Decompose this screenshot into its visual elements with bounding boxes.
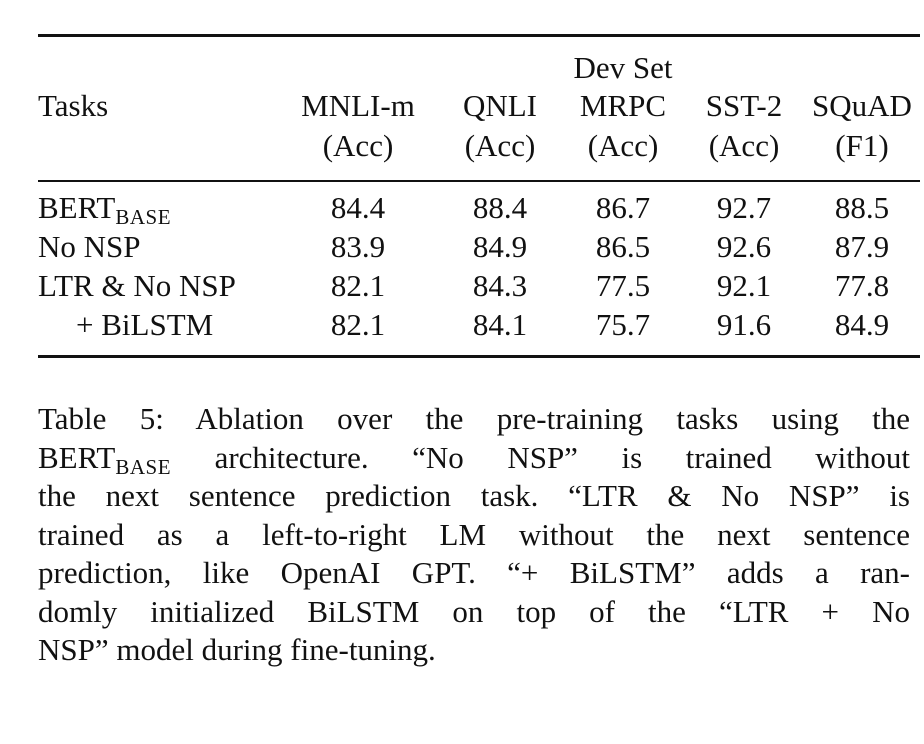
caption-text: BERT <box>38 439 116 475</box>
column-header-name: SQuAD <box>812 88 912 123</box>
column-header-metric: (Acc) <box>708 128 780 163</box>
row-task-label: LTR & No NSP <box>38 268 236 303</box>
row-task-label: + BiLSTM <box>76 307 214 342</box>
table-cell: 84.4 <box>330 190 386 225</box>
table-cell: 77.5 <box>595 268 651 303</box>
table-cell: 88.4 <box>472 190 528 225</box>
caption-line: the next sentence prediction task. “LTR … <box>38 478 910 513</box>
caption-line: domly initialized BiLSTM on top of the “… <box>38 593 910 629</box>
table-caption: Table 5: Ablation over the pre-training … <box>38 400 910 670</box>
row-task-subscript: BASE <box>115 205 172 229</box>
table-header-rule <box>38 180 920 182</box>
caption-line: NSP” model during fine-tuning. <box>38 632 436 667</box>
table-cell: 86.5 <box>595 229 651 264</box>
table-cell: 82.1 <box>330 307 386 342</box>
table-cell: 75.7 <box>595 307 651 342</box>
caption-line: Table 5: Ablation over the pre-training … <box>38 401 910 436</box>
table-cell: 84.1 <box>472 307 528 342</box>
caption-line: trained as a left-to-right LM without th… <box>38 516 910 552</box>
column-header-name: MNLI-m <box>301 88 415 123</box>
table-cell: 92.7 <box>716 190 772 225</box>
table-cell: 88.5 <box>834 190 890 225</box>
column-header-name: MRPC <box>579 88 667 123</box>
column-header-metric: (F1) <box>835 128 889 163</box>
column-header-metric: (Acc) <box>464 128 536 163</box>
caption-line: prediction, like OpenAI GPT. “+ BiLSTM” … <box>38 555 910 590</box>
column-header-metric: (Acc) <box>322 128 394 163</box>
table-cell: 92.6 <box>716 229 772 264</box>
column-header-metric: (Acc) <box>587 128 659 163</box>
caption-subscript: BASE <box>115 454 172 479</box>
table-cell: 83.9 <box>330 229 386 264</box>
table-cell: 82.1 <box>330 268 386 303</box>
table-cell: 84.9 <box>834 307 890 342</box>
table-cell: 92.1 <box>716 268 772 303</box>
caption-text: architecture. “No NSP” is trained withou… <box>171 439 910 475</box>
caption-line: BERTBASE architecture. “No NSP” is train… <box>38 439 910 479</box>
row-task-text: BERT <box>38 190 116 225</box>
table-top-rule <box>38 34 920 37</box>
table-cell: 86.7 <box>595 190 651 225</box>
table-cell: 84.3 <box>472 268 528 303</box>
tasks-header: Tasks <box>38 88 109 123</box>
table-cell: 87.9 <box>834 229 890 264</box>
table-cell: 77.8 <box>834 268 890 303</box>
table-bottom-rule <box>38 355 920 358</box>
column-header-name: QNLI <box>462 88 538 123</box>
row-task-label: BERTBASE <box>38 188 171 231</box>
dev-set-header: Dev Set <box>573 50 673 85</box>
row-task-label: No NSP <box>38 229 141 264</box>
table-cell: 84.9 <box>472 229 528 264</box>
table-cell: 91.6 <box>716 307 772 342</box>
column-header-name: SST-2 <box>705 88 783 123</box>
